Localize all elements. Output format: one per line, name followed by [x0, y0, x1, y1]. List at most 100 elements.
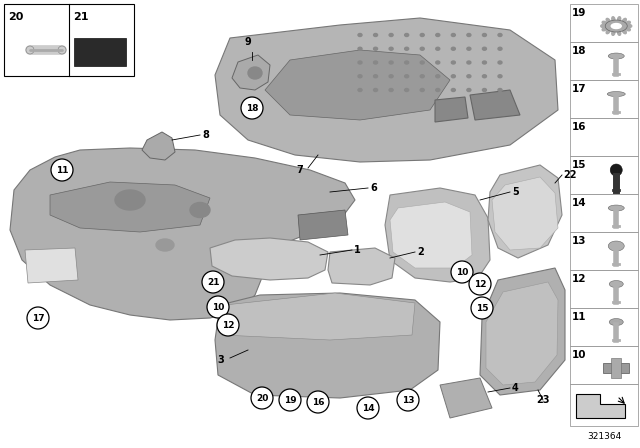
Ellipse shape: [374, 47, 378, 50]
Text: 9: 9: [244, 37, 252, 47]
Ellipse shape: [611, 24, 621, 29]
Circle shape: [451, 261, 473, 283]
Ellipse shape: [58, 46, 66, 54]
Text: 16: 16: [572, 122, 586, 132]
Ellipse shape: [622, 18, 627, 23]
Ellipse shape: [626, 27, 630, 31]
Polygon shape: [576, 394, 625, 418]
Ellipse shape: [374, 34, 378, 36]
Ellipse shape: [606, 30, 610, 34]
Text: 11: 11: [56, 165, 68, 175]
Circle shape: [357, 397, 379, 419]
Ellipse shape: [483, 47, 486, 50]
Text: 16: 16: [312, 397, 324, 406]
Ellipse shape: [608, 53, 624, 59]
Circle shape: [471, 297, 493, 319]
Ellipse shape: [451, 47, 455, 50]
Circle shape: [27, 307, 49, 329]
Polygon shape: [215, 18, 558, 162]
Ellipse shape: [374, 61, 378, 64]
Polygon shape: [232, 55, 270, 90]
Circle shape: [251, 387, 273, 409]
Text: 23: 23: [536, 395, 550, 405]
Circle shape: [397, 389, 419, 411]
Ellipse shape: [626, 21, 630, 25]
Ellipse shape: [389, 89, 393, 91]
Polygon shape: [265, 50, 450, 120]
Ellipse shape: [605, 20, 627, 32]
Ellipse shape: [498, 75, 502, 78]
Ellipse shape: [436, 61, 440, 64]
Ellipse shape: [451, 89, 455, 91]
Bar: [604, 363, 629, 373]
Circle shape: [307, 391, 329, 413]
Bar: [570, 194, 638, 232]
Ellipse shape: [608, 205, 624, 211]
Text: 12: 12: [221, 320, 234, 329]
Polygon shape: [440, 378, 492, 418]
Ellipse shape: [618, 30, 621, 35]
Bar: [4, 4, 134, 76]
Ellipse shape: [404, 75, 409, 78]
Text: 18: 18: [246, 103, 259, 112]
Ellipse shape: [609, 280, 623, 288]
Text: 10: 10: [456, 267, 468, 276]
Ellipse shape: [498, 61, 502, 64]
Polygon shape: [10, 148, 355, 320]
Ellipse shape: [420, 47, 424, 50]
Ellipse shape: [498, 47, 502, 50]
Ellipse shape: [248, 67, 262, 79]
Text: 20: 20: [8, 12, 24, 22]
Text: 21: 21: [207, 277, 220, 287]
Polygon shape: [25, 248, 78, 283]
Bar: [570, 270, 638, 308]
Text: 4: 4: [512, 383, 519, 393]
Ellipse shape: [606, 18, 610, 23]
Ellipse shape: [483, 89, 486, 91]
Ellipse shape: [420, 75, 424, 78]
Text: 15: 15: [572, 160, 586, 170]
Bar: [570, 42, 638, 80]
Text: 13: 13: [402, 396, 414, 405]
Ellipse shape: [389, 34, 393, 36]
Bar: [570, 156, 638, 194]
Polygon shape: [480, 268, 565, 395]
Ellipse shape: [404, 47, 409, 50]
Ellipse shape: [420, 61, 424, 64]
Ellipse shape: [607, 91, 625, 96]
Circle shape: [217, 314, 239, 336]
Ellipse shape: [498, 34, 502, 36]
Ellipse shape: [358, 89, 362, 91]
Polygon shape: [328, 248, 395, 285]
Text: 10: 10: [572, 350, 586, 360]
Ellipse shape: [451, 34, 455, 36]
Ellipse shape: [483, 75, 486, 78]
Ellipse shape: [436, 34, 440, 36]
Ellipse shape: [467, 75, 471, 78]
Ellipse shape: [436, 75, 440, 78]
Polygon shape: [222, 293, 415, 340]
Text: 22: 22: [563, 170, 577, 180]
Circle shape: [469, 273, 491, 295]
Ellipse shape: [608, 241, 624, 251]
Text: 14: 14: [362, 404, 374, 413]
Ellipse shape: [483, 34, 486, 36]
Circle shape: [241, 97, 263, 119]
Ellipse shape: [618, 17, 621, 22]
Text: 14: 14: [572, 198, 587, 208]
Polygon shape: [385, 188, 490, 282]
Ellipse shape: [601, 25, 605, 27]
Polygon shape: [470, 90, 520, 120]
Ellipse shape: [612, 30, 615, 35]
Ellipse shape: [358, 47, 362, 50]
Text: 3: 3: [217, 355, 224, 365]
Polygon shape: [492, 177, 558, 250]
Polygon shape: [435, 97, 468, 122]
Text: 12: 12: [474, 280, 486, 289]
Circle shape: [207, 296, 229, 318]
Bar: [570, 80, 638, 118]
Ellipse shape: [602, 27, 607, 31]
Circle shape: [51, 159, 73, 181]
Ellipse shape: [436, 89, 440, 91]
Text: 10: 10: [212, 302, 224, 311]
